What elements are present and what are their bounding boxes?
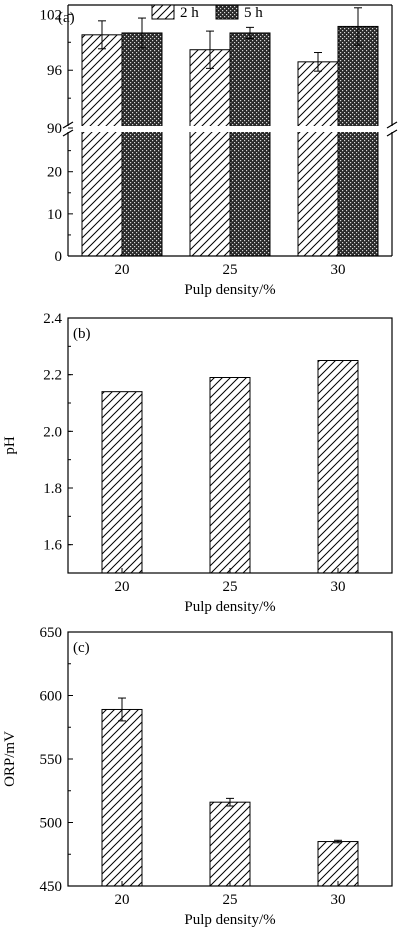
y-axis-title-c: ORP/mV bbox=[2, 731, 18, 787]
bar-c-30 bbox=[317, 841, 359, 887]
bar-b-25 bbox=[209, 377, 251, 574]
x-tick-label-c: 25 bbox=[223, 892, 238, 908]
x-tick-label-c: 30 bbox=[331, 892, 346, 908]
y-tick-label-a: 102 bbox=[40, 7, 63, 23]
bar-a-5h-30 bbox=[337, 25, 379, 257]
axis-break-mark-1-a bbox=[386, 121, 398, 129]
y-tick-label-c: 650 bbox=[40, 625, 63, 641]
bar-a-2h-20 bbox=[81, 34, 123, 257]
bar-a-5h-20 bbox=[121, 32, 163, 257]
y-tick-label-c: 500 bbox=[40, 816, 63, 832]
x-tick-label-b: 30 bbox=[331, 579, 346, 595]
y-tick-label-b: 2.4 bbox=[43, 311, 62, 327]
y-tick-label-a: 90 bbox=[47, 121, 62, 137]
bar-c-20 bbox=[101, 708, 143, 887]
bar-a-5h-25 bbox=[229, 32, 271, 257]
x-tick-label-a: 30 bbox=[331, 262, 346, 278]
legend-a: 2 h 5 h bbox=[151, 4, 263, 21]
legend-swatch-2h bbox=[151, 4, 175, 20]
axis-break-mark-1-b bbox=[386, 129, 398, 137]
panel-label-c: (c) bbox=[73, 640, 90, 656]
panel-label-b: (b) bbox=[73, 326, 91, 342]
y-tick-label-b: 1.8 bbox=[43, 481, 62, 497]
x-axis-title-b: Pulp density/% bbox=[184, 599, 275, 615]
x-tick-label-c: 20 bbox=[115, 892, 130, 908]
panel-c: 20 25 30 450 500 550 600 650 (c) Pulp density/% OR… bbox=[2, 625, 393, 928]
x-tick-label-a: 20 bbox=[115, 262, 130, 278]
y-tick-label-c: 600 bbox=[40, 689, 63, 705]
y-tick-label-c: 550 bbox=[40, 752, 63, 768]
x-tick-label-a: 25 bbox=[223, 262, 238, 278]
bar-c-25 bbox=[209, 801, 251, 887]
legend-swatch-5h bbox=[215, 4, 239, 20]
y-tick-label-a: 0 bbox=[55, 249, 63, 265]
bar-a-2h-30 bbox=[297, 61, 339, 257]
plot-frame-b bbox=[67, 317, 393, 574]
y-tick-label-b: 2.2 bbox=[43, 368, 62, 384]
y-tick-label-b: 1.6 bbox=[43, 538, 62, 554]
axis-break-mark-0-a bbox=[62, 121, 74, 129]
axis-break-gap bbox=[62, 126, 398, 132]
panel-a: 20 25 30 0 10 20 90 96 102 2 h 5 h (a) Pulp density/… bbox=[40, 4, 398, 298]
x-tick-label-b: 20 bbox=[115, 579, 130, 595]
y-tick-label-a: 96 bbox=[47, 63, 63, 79]
legend-label-5h: 5 h bbox=[244, 5, 263, 21]
y-tick-label-a: 10 bbox=[47, 207, 62, 223]
x-tick-label-b: 25 bbox=[223, 579, 238, 595]
x-axis-title-c: Pulp density/% bbox=[184, 912, 275, 928]
panel-label-a: (a) bbox=[58, 10, 75, 26]
y-axis-title-b: pH bbox=[2, 436, 18, 455]
bar-a-2h-25 bbox=[189, 49, 231, 257]
y-tick-label-a: 20 bbox=[47, 165, 62, 181]
y-tick-label-c: 450 bbox=[40, 879, 63, 895]
x-axis-title-a: Pulp density/% bbox=[184, 282, 275, 298]
y-tick-label-b: 2.0 bbox=[43, 424, 62, 440]
panel-b: 20 25 30 1.6 1.8 2.0 2.2 2.4 (b) Pulp density/% pH bbox=[2, 311, 393, 615]
axis-break-mark-0-b bbox=[62, 129, 74, 137]
bar-b-30 bbox=[317, 360, 359, 574]
legend-label-2h: 2 h bbox=[180, 5, 199, 21]
bar-b-20 bbox=[101, 391, 143, 574]
